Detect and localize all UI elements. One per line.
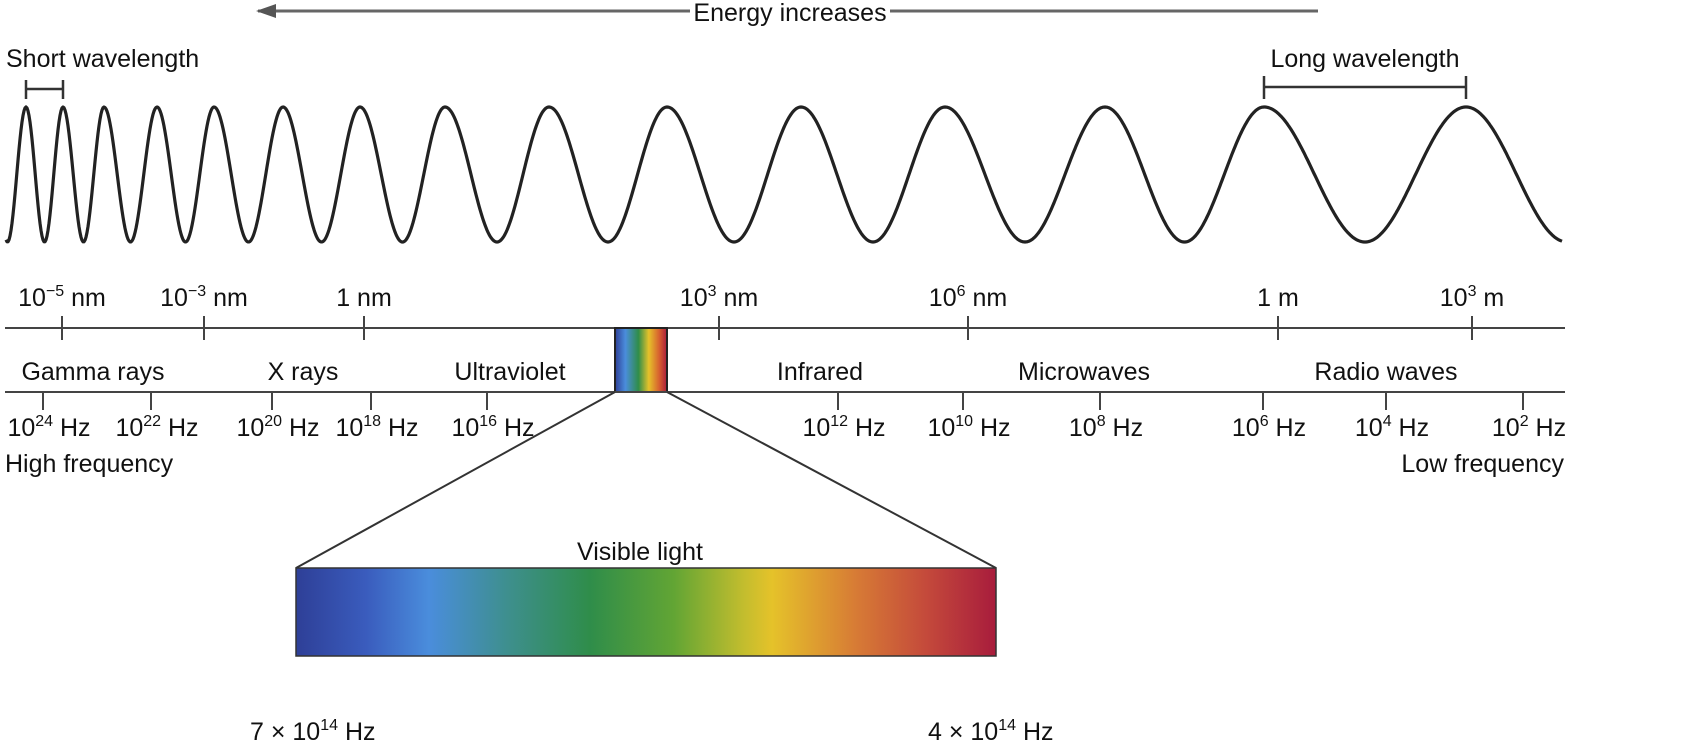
wavelength-tick-label: 106 nm — [929, 283, 1007, 312]
band-labels: Gamma rays X rays Ultraviolet Infrared M… — [21, 358, 1457, 386]
short-wavelength-label: Short wavelength — [6, 45, 199, 73]
frequency-tick-label: 1024 Hz — [7, 413, 90, 442]
band-label-x-rays: X rays — [268, 358, 339, 386]
band-label-microwaves: Microwaves — [1018, 358, 1150, 386]
wavelength-tick-label: 103 nm — [680, 283, 758, 312]
energy-label: Energy increases — [693, 0, 886, 27]
wave-chirp — [4, 105, 1563, 244]
high-frequency-label: High frequency — [5, 450, 174, 478]
wavelength-tick-label: 1 m — [1257, 284, 1299, 312]
frequency-tick-label: 104 Hz — [1355, 413, 1429, 442]
band-label-gamma-rays: Gamma rays — [21, 358, 164, 386]
wavelength-tick-label: 103 m — [1440, 283, 1505, 312]
band-label-radio-waves: Radio waves — [1314, 358, 1457, 386]
frequency-tick-label: 1018 Hz — [335, 413, 418, 442]
long-wavelength-label: Long wavelength — [1270, 45, 1459, 73]
wavelength-tick-label: 10−3 nm — [160, 283, 248, 312]
frequency-tick-label: 106 Hz — [1232, 413, 1306, 442]
frequency-axis: 1024 Hz 1022 Hz 1020 Hz 1018 Hz 1016 Hz 1012 … — [5, 391, 1566, 442]
energy-arrow: Energy increases — [256, 0, 1318, 27]
zoom-line-left — [295, 391, 616, 569]
low-frequency-label: Low frequency — [1401, 450, 1564, 478]
wavelength-tick-label: 10−5 nm — [18, 283, 106, 312]
frequency-tick-label: 1012 Hz — [802, 413, 885, 442]
frequency-tick-label: 1010 Hz — [927, 413, 1010, 442]
band-label-infrared: Infrared — [777, 358, 863, 386]
visible-light-label: Visible light — [577, 538, 703, 566]
frequency-ticks: 1024 Hz 1022 Hz 1020 Hz 1018 Hz 1016 Hz 1012 … — [7, 392, 1566, 442]
frequency-tick-label: 108 Hz — [1069, 413, 1143, 442]
frequency-tick-label: 1020 Hz — [236, 413, 319, 442]
long-wavelength-marker: Long wavelength — [1262, 45, 1468, 99]
band-label-ultraviolet: Ultraviolet — [454, 358, 565, 386]
visible-band-mini — [614, 327, 668, 393]
frequency-tick-label: 1016 Hz — [451, 413, 534, 442]
wavelength-tick-label: 1 nm — [336, 284, 392, 312]
visible-spectrum-bar — [295, 567, 997, 657]
wavelength-axis: 10−5 nm 10−3 nm 1 nm 103 nm 106 nm 1 m 103 m — [5, 283, 1565, 340]
visible-right-frequency: 4 × 1014 Hz — [928, 717, 1054, 746]
frequency-tick-label: 1022 Hz — [115, 413, 198, 442]
visible-left-frequency: 7 × 1014 Hz — [250, 717, 376, 746]
short-wavelength-marker: Short wavelength — [6, 45, 199, 99]
zoom-line-right — [666, 391, 997, 569]
frequency-tick-label: 102 Hz — [1492, 413, 1566, 442]
wavelength-ticks: 10−5 nm 10−3 nm 1 nm 103 nm 106 nm 1 m 103 m — [18, 283, 1504, 340]
